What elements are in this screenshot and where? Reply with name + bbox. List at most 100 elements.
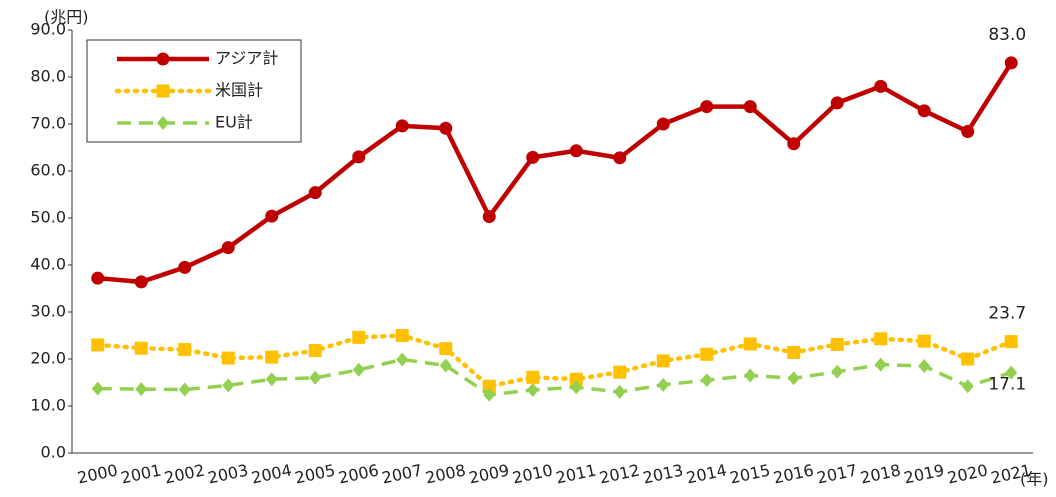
marker bbox=[744, 368, 757, 383]
marker bbox=[700, 347, 714, 361]
x-tick-label: 2013 bbox=[641, 460, 685, 487]
y-unit: (兆円) bbox=[44, 8, 89, 27]
x-tick-label: 2004 bbox=[250, 460, 294, 487]
marker bbox=[135, 382, 148, 397]
y-tick-label: 20.0 bbox=[30, 349, 66, 368]
series-line bbox=[97, 61, 1014, 285]
legend-label: 米国計 bbox=[215, 81, 263, 100]
x-tick-label: 2014 bbox=[685, 460, 729, 487]
x-tick-label: 2011 bbox=[554, 460, 598, 487]
marker bbox=[570, 380, 583, 395]
marker bbox=[526, 150, 540, 164]
marker bbox=[961, 352, 975, 366]
marker bbox=[439, 121, 453, 135]
x-tick-label: 2008 bbox=[424, 460, 468, 487]
marker bbox=[178, 343, 192, 357]
marker bbox=[1004, 335, 1018, 349]
marker bbox=[874, 332, 888, 346]
x-tick-label: 2019 bbox=[902, 460, 946, 487]
marker bbox=[743, 337, 757, 351]
marker bbox=[917, 104, 931, 118]
legend-label: EU計 bbox=[215, 113, 253, 132]
marker bbox=[613, 384, 626, 399]
x-tick-label: 2000 bbox=[76, 460, 120, 487]
series: 83.0 bbox=[91, 25, 1026, 289]
marker bbox=[265, 209, 279, 223]
marker bbox=[613, 365, 627, 379]
marker bbox=[352, 362, 365, 377]
marker bbox=[395, 329, 409, 342]
x-tick-label: 2010 bbox=[511, 460, 555, 487]
x-tick-label: 2006 bbox=[337, 460, 381, 487]
marker bbox=[961, 379, 974, 394]
x-tick-label: 2007 bbox=[380, 460, 424, 487]
x-tick-label: 2020 bbox=[946, 460, 990, 487]
x-tick-label: 2005 bbox=[293, 460, 337, 487]
marker bbox=[743, 100, 757, 114]
marker bbox=[656, 354, 670, 368]
marker bbox=[1005, 365, 1018, 380]
marker bbox=[657, 377, 670, 392]
x-tick-label: 2018 bbox=[859, 460, 903, 487]
marker bbox=[482, 210, 496, 224]
x-tick-label: 2015 bbox=[728, 460, 772, 487]
x-tick-label: 2003 bbox=[206, 460, 250, 487]
marker bbox=[874, 79, 888, 93]
y-tick-label: 50.0 bbox=[30, 208, 66, 227]
marker bbox=[156, 84, 170, 98]
x-tick-label: 2002 bbox=[163, 460, 207, 487]
marker bbox=[830, 337, 844, 351]
marker bbox=[309, 370, 322, 385]
marker bbox=[787, 137, 801, 151]
marker bbox=[178, 260, 192, 274]
y-tick-label: 10.0 bbox=[30, 396, 66, 415]
marker bbox=[482, 379, 496, 393]
marker bbox=[613, 151, 627, 165]
marker bbox=[569, 372, 583, 386]
marker bbox=[830, 96, 844, 110]
marker bbox=[308, 186, 322, 200]
y-tick-label: 70.0 bbox=[30, 114, 66, 133]
data-label: 17.1 bbox=[988, 375, 1026, 395]
data-label: 83.0 bbox=[988, 25, 1026, 45]
marker bbox=[265, 372, 278, 387]
x-tick-label: 2017 bbox=[815, 460, 859, 487]
marker bbox=[526, 383, 539, 398]
x-tick-label: 2016 bbox=[772, 460, 816, 487]
y-tick-label: 80.0 bbox=[30, 67, 66, 86]
marker bbox=[308, 344, 322, 358]
marker bbox=[134, 275, 148, 289]
y-tick-label: 60.0 bbox=[30, 161, 66, 180]
marker bbox=[221, 241, 235, 255]
marker bbox=[526, 370, 540, 384]
marker bbox=[831, 364, 844, 379]
marker bbox=[222, 378, 235, 393]
series: 23.7 bbox=[91, 304, 1026, 393]
marker bbox=[395, 119, 409, 133]
marker bbox=[1004, 56, 1018, 70]
marker bbox=[918, 359, 931, 374]
marker bbox=[439, 342, 453, 356]
marker bbox=[352, 150, 366, 164]
marker bbox=[483, 387, 496, 402]
legend-label: アジア計 bbox=[215, 49, 278, 68]
marker bbox=[439, 358, 452, 373]
x-tick-label: 2009 bbox=[467, 460, 511, 487]
marker bbox=[656, 117, 670, 131]
marker bbox=[917, 334, 931, 348]
marker bbox=[569, 144, 583, 158]
marker bbox=[787, 371, 800, 386]
marker bbox=[91, 381, 104, 396]
marker bbox=[700, 100, 714, 114]
series-line bbox=[97, 357, 1012, 397]
marker bbox=[134, 341, 148, 355]
y-tick-label: 40.0 bbox=[30, 255, 66, 274]
marker bbox=[156, 52, 170, 66]
y-tick-label: 90.0 bbox=[30, 20, 66, 39]
marker bbox=[352, 330, 366, 344]
y-tick-label: 0.0 bbox=[41, 443, 66, 462]
marker bbox=[91, 271, 105, 285]
marker bbox=[787, 345, 801, 359]
series: 17.1 bbox=[91, 352, 1026, 402]
